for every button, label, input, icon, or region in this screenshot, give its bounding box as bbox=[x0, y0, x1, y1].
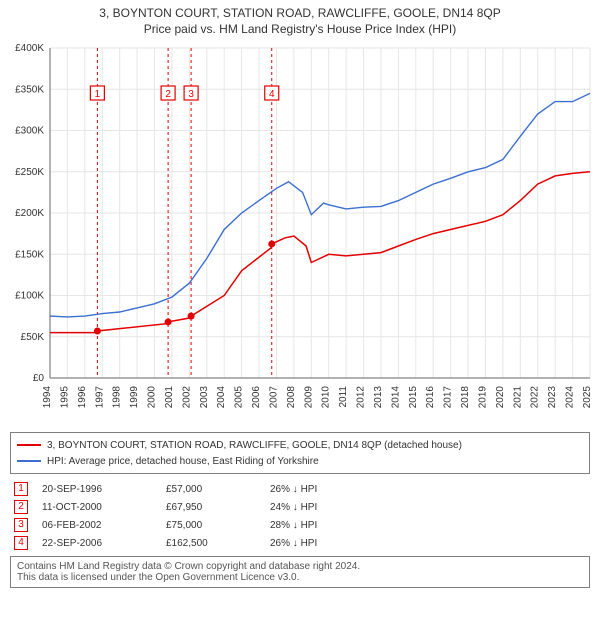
x-tick-label: 2016 bbox=[425, 386, 436, 409]
sale-marker-num: 2 bbox=[165, 89, 171, 100]
sale-index-box: 3 bbox=[14, 518, 28, 532]
y-tick-label: £200K bbox=[15, 208, 44, 219]
sales-table: 120-SEP-1996£57,00026% ↓ HPI211-OCT-2000… bbox=[10, 480, 590, 552]
footer-line-2: This data is licensed under the Open Gov… bbox=[17, 572, 583, 583]
sale-date: 20-SEP-1996 bbox=[38, 480, 162, 498]
legend: 3, BOYNTON COURT, STATION ROAD, RAWCLIFF… bbox=[10, 432, 590, 474]
sale-marker-dot bbox=[188, 313, 195, 320]
sale-vs-hpi: 28% ↓ HPI bbox=[266, 516, 327, 534]
x-tick-label: 2000 bbox=[147, 386, 158, 409]
legend-label: 3, BOYNTON COURT, STATION ROAD, RAWCLIFF… bbox=[47, 440, 462, 451]
x-tick-label: 2022 bbox=[530, 386, 541, 409]
x-tick-label: 2001 bbox=[164, 386, 175, 409]
table-row: 2 11-OCT-2000£67,95024% ↓ HPI bbox=[10, 498, 327, 516]
sale-price: £67,950 bbox=[162, 498, 266, 516]
table-row: 4 22-SEP-2006£162,50026% ↓ HPI bbox=[10, 534, 327, 552]
x-tick-label: 2009 bbox=[303, 386, 314, 409]
y-tick-label: £50K bbox=[21, 332, 45, 343]
sale-date: 22-SEP-2006 bbox=[38, 534, 162, 552]
sale-vs-hpi: 26% ↓ HPI bbox=[266, 480, 327, 498]
x-tick-label: 2021 bbox=[512, 386, 523, 409]
x-tick-label: 2006 bbox=[251, 386, 262, 409]
x-tick-label: 2013 bbox=[373, 386, 384, 409]
x-tick-label: 2019 bbox=[477, 386, 488, 409]
x-tick-label: 2017 bbox=[443, 386, 454, 409]
sale-marker-num: 1 bbox=[95, 89, 101, 100]
sale-index-box: 2 bbox=[14, 500, 28, 514]
x-tick-label: 2011 bbox=[338, 386, 349, 408]
x-tick-label: 2024 bbox=[565, 386, 576, 409]
y-tick-label: £100K bbox=[15, 291, 44, 302]
y-tick-label: £250K bbox=[15, 167, 44, 178]
x-tick-label: 2004 bbox=[216, 386, 227, 409]
x-tick-label: 1996 bbox=[77, 386, 88, 409]
chart-area: £0 £50K £100K £150K £200K £250K £300K £350K £400… bbox=[0, 38, 600, 428]
chart-container: 3, BOYNTON COURT, STATION ROAD, RAWCLIFF… bbox=[0, 0, 600, 620]
y-tick-label: £400K bbox=[15, 43, 44, 54]
footer-line-1: Contains HM Land Registry data © Crown c… bbox=[17, 561, 583, 572]
sale-marker-num: 3 bbox=[188, 89, 194, 100]
sale-marker-dot bbox=[165, 318, 172, 325]
title-line-2: Price paid vs. HM Land Registry's House … bbox=[0, 22, 600, 36]
sale-price: £162,500 bbox=[162, 534, 266, 552]
x-tick-label: 2020 bbox=[495, 386, 506, 409]
x-tick-label: 1994 bbox=[42, 386, 53, 409]
x-tick-label: 1995 bbox=[59, 386, 70, 409]
x-tick-label: 1998 bbox=[112, 386, 123, 409]
sale-marker-dot bbox=[94, 327, 101, 334]
title-line-1: 3, BOYNTON COURT, STATION ROAD, RAWCLIFF… bbox=[0, 6, 600, 20]
y-tick-label: £300K bbox=[15, 126, 44, 137]
chart-svg: £0 £50K £100K £150K £200K £250K £300K £350K £400… bbox=[0, 38, 600, 428]
legend-swatch bbox=[17, 460, 41, 462]
x-tick-label: 2007 bbox=[268, 386, 279, 409]
y-tick-label: £150K bbox=[15, 249, 44, 260]
sale-price: £57,000 bbox=[162, 480, 266, 498]
legend-row: 3, BOYNTON COURT, STATION ROAD, RAWCLIFF… bbox=[17, 437, 583, 453]
footer-attribution: Contains HM Land Registry data © Crown c… bbox=[10, 556, 590, 588]
y-tick-label: £0 bbox=[33, 373, 45, 384]
x-tick-label: 1997 bbox=[94, 386, 105, 409]
x-tick-label: 2015 bbox=[408, 386, 419, 409]
sale-date: 06-FEB-2002 bbox=[38, 516, 162, 534]
sale-vs-hpi: 24% ↓ HPI bbox=[266, 498, 327, 516]
sale-marker-num: 4 bbox=[269, 89, 275, 100]
x-tick-label: 2012 bbox=[356, 386, 367, 409]
sale-marker-dot bbox=[268, 240, 275, 247]
legend-label: HPI: Average price, detached house, East… bbox=[47, 456, 319, 467]
y-tick-label: £350K bbox=[15, 84, 44, 95]
x-tick-label: 2003 bbox=[199, 386, 210, 409]
x-tick-label: 2023 bbox=[547, 386, 558, 409]
x-tick-label: 2010 bbox=[321, 386, 332, 409]
sale-index-box: 1 bbox=[14, 482, 28, 496]
x-tick-label: 2018 bbox=[460, 386, 471, 409]
legend-swatch bbox=[17, 444, 41, 446]
table-row: 3 06-FEB-2002£75,00028% ↓ HPI bbox=[10, 516, 327, 534]
sale-vs-hpi: 26% ↓ HPI bbox=[266, 534, 327, 552]
x-tick-label: 2005 bbox=[234, 386, 245, 409]
sale-date: 11-OCT-2000 bbox=[38, 498, 162, 516]
sale-index-box: 4 bbox=[14, 536, 28, 550]
table-row: 1 20-SEP-1996£57,00026% ↓ HPI bbox=[10, 480, 327, 498]
x-tick-label: 2002 bbox=[181, 386, 192, 409]
legend-row: HPI: Average price, detached house, East… bbox=[17, 453, 583, 469]
sale-price: £75,000 bbox=[162, 516, 266, 534]
x-tick-label: 1999 bbox=[129, 386, 140, 409]
x-tick-label: 2014 bbox=[390, 386, 401, 409]
titles: 3, BOYNTON COURT, STATION ROAD, RAWCLIFF… bbox=[0, 0, 600, 38]
x-tick-label: 2025 bbox=[582, 386, 593, 409]
x-tick-label: 2008 bbox=[286, 386, 297, 409]
